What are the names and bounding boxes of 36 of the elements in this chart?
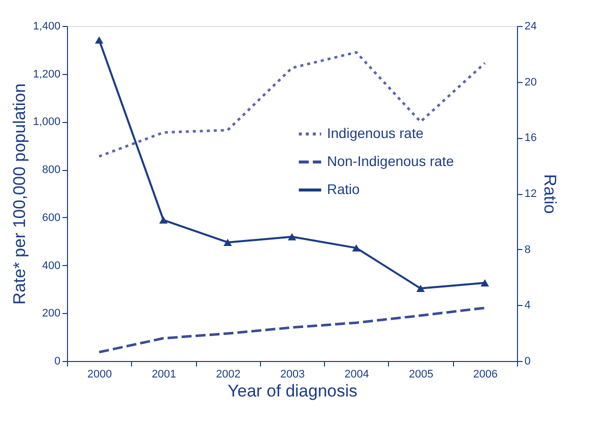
- y-tick-label: 600: [42, 212, 60, 224]
- x-axis-title: Year of diagnosis: [228, 382, 358, 400]
- legend-label: Ratio: [327, 181, 360, 197]
- point: [416, 284, 425, 292]
- y-axis-title: Rate* per 100,000 population: [10, 83, 29, 305]
- legend-label: Non-Indigenous rate: [327, 153, 454, 169]
- y-tick-label: 200: [42, 308, 60, 320]
- x-tick-label: 2006: [473, 368, 498, 380]
- x-tick-label: 2005: [408, 368, 434, 380]
- x-tick-label: 2004: [344, 368, 370, 380]
- line-series: [98, 306, 486, 354]
- point: [352, 244, 360, 252]
- y2-tick-label: 16: [524, 132, 537, 144]
- y-tick-label: 400: [42, 260, 60, 272]
- y2-axis-title: Ratio: [540, 174, 560, 214]
- y2-tick-label: 0: [524, 356, 531, 368]
- y2-tick-label: 4: [524, 300, 531, 312]
- y2-tick-label: 24: [524, 20, 537, 32]
- legend-label: Indigenous rate: [327, 125, 424, 141]
- point: [480, 279, 490, 286]
- y2-tick-label: 8: [524, 244, 531, 256]
- y-tick-label: 0: [54, 356, 60, 368]
- x-tick-label: 2002: [216, 368, 240, 380]
- point: [288, 233, 296, 240]
- y-tick-label: 800: [42, 164, 60, 176]
- point: [224, 238, 232, 246]
- point: [159, 216, 168, 224]
- y2-tick-label: 12: [524, 188, 537, 200]
- y-tick-label: 1,200: [32, 68, 60, 80]
- x-tick-label: 2000: [87, 368, 112, 380]
- x-tick-label: 2003: [280, 368, 305, 380]
- y-tick-label: 1,400: [32, 20, 60, 32]
- y2-tick-label: 20: [524, 76, 537, 88]
- point: [94, 36, 104, 44]
- y-tick-label: 1,000: [32, 116, 60, 128]
- x-tick-label: 2001: [152, 368, 176, 380]
